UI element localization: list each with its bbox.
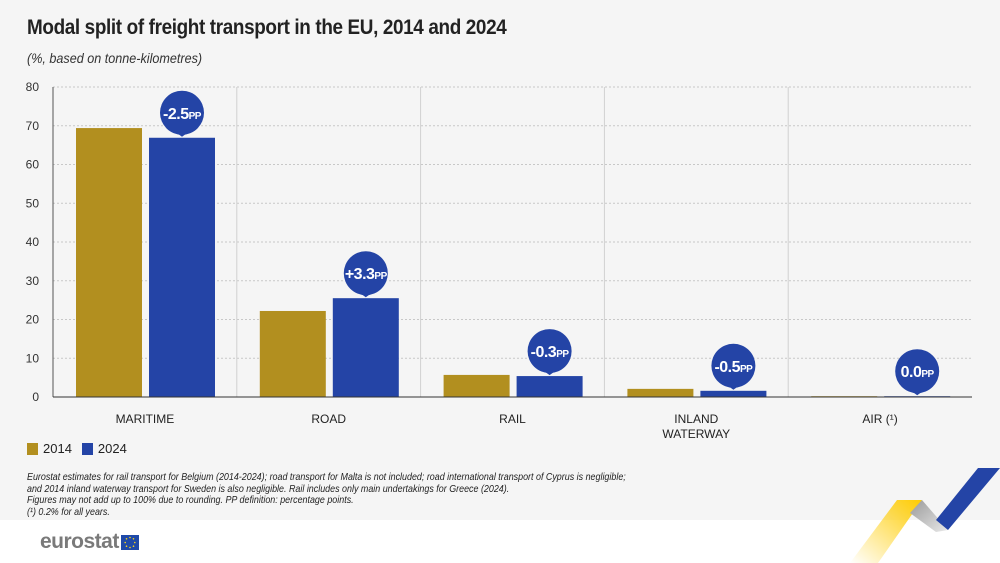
pp-label: -0.3PP — [531, 344, 570, 361]
pp-bubble — [711, 343, 756, 388]
y-tick-label: 30 — [26, 274, 40, 288]
pp-bubble-pointer — [358, 292, 373, 298]
pp-bubble-pointer — [726, 384, 741, 390]
pp-bubble-pointer — [175, 131, 189, 137]
x-category-label: ROAD — [311, 412, 346, 426]
pp-label: -0.5PP — [714, 359, 753, 376]
legend-swatch-2024 — [81, 442, 93, 455]
eurostat-logo: eurostat — [40, 530, 139, 554]
pp-label: 0.0PP — [901, 364, 935, 381]
bar-2014 — [76, 128, 142, 397]
bar-2024 — [332, 298, 399, 397]
pp-bubble-pointer — [542, 370, 557, 376]
chart-title: Modal split of freight transport in the … — [27, 16, 507, 39]
y-tick-label: 20 — [26, 313, 40, 327]
y-tick-label: 10 — [26, 351, 40, 365]
bar-2014 — [259, 310, 326, 397]
y-tick-label: 0 — [32, 390, 39, 404]
legend: 2014 2024 — [27, 441, 137, 456]
y-tick-label: 80 — [26, 80, 40, 94]
pp-bubble — [895, 349, 940, 394]
pp-bubble — [160, 90, 204, 135]
footnote-line: Figures may not add up to 100% due to ro… — [27, 494, 354, 506]
footnote-line: and 2014 inland waterway transport for S… — [27, 482, 510, 495]
y-tick-label: 40 — [26, 235, 40, 249]
y-tick-label: 50 — [26, 196, 40, 210]
pp-label: +3.3PP — [345, 266, 388, 283]
x-category-label: RAIL — [499, 412, 526, 426]
bar-2014 — [443, 374, 510, 397]
bar-2024 — [700, 390, 767, 397]
bar-2024 — [149, 137, 215, 397]
legend-item-2024: 2024 — [81, 441, 127, 456]
legend-item-2014: 2014 — [27, 441, 72, 456]
legend-label-2014: 2014 — [43, 441, 72, 456]
x-category-label: WATERWAY — [662, 427, 730, 441]
bar-2024 — [516, 376, 583, 397]
x-category-label: AIR (¹) — [862, 412, 897, 426]
decorative-ribbon — [850, 468, 1000, 563]
logo-wordmark: eurostat — [40, 530, 119, 553]
footnotes: Eurostat estimates for rail transport fo… — [27, 471, 656, 518]
y-tick-label: 70 — [26, 119, 40, 133]
x-category-label: INLAND — [674, 412, 718, 426]
footnote-line: Eurostat estimates for rail transport fo… — [27, 471, 626, 483]
y-tick-label: 60 — [26, 158, 40, 172]
bar-2014 — [627, 388, 694, 397]
bar-chart: 0 10 20 30 40 50 60 70 80 -2.5PP MARITIME +3.3PP ROA… — [26, 80, 972, 441]
pp-bubble — [343, 251, 388, 296]
footnote-line: (¹) 0.2% for all years. — [27, 505, 110, 518]
x-category-label: MARITIME — [116, 412, 175, 426]
pp-bubble-pointer — [910, 390, 925, 396]
eu-flag-icon — [120, 534, 139, 550]
pp-bubble — [527, 329, 572, 374]
pp-label: -2.5PP — [163, 106, 202, 123]
legend-swatch-2014 — [27, 442, 38, 455]
legend-label-2024: 2024 — [97, 441, 127, 456]
chart-subtitle: (%, based on tonne-kilometres) — [27, 50, 203, 66]
